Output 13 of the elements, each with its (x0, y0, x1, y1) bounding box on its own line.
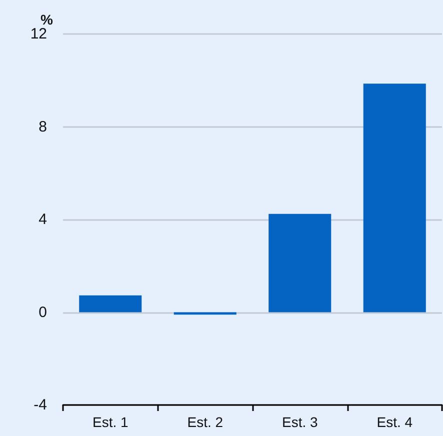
y-tick-label: 0 (38, 304, 47, 321)
y-tick-label: 8 (38, 118, 47, 136)
bar (363, 84, 426, 312)
x-tick-label: Est. 2 (187, 414, 224, 430)
x-tick-label: Est. 4 (376, 414, 413, 430)
y-tick-label: -4 (34, 396, 47, 414)
y-axis-title: % (40, 12, 54, 28)
x-tick-label: Est. 1 (92, 414, 128, 430)
bar (79, 295, 142, 312)
y-tick-label: 12 (30, 26, 47, 42)
bar (268, 214, 332, 312)
x-tick-label: Est. 3 (282, 414, 318, 430)
y-tick-label: 4 (38, 211, 47, 228)
